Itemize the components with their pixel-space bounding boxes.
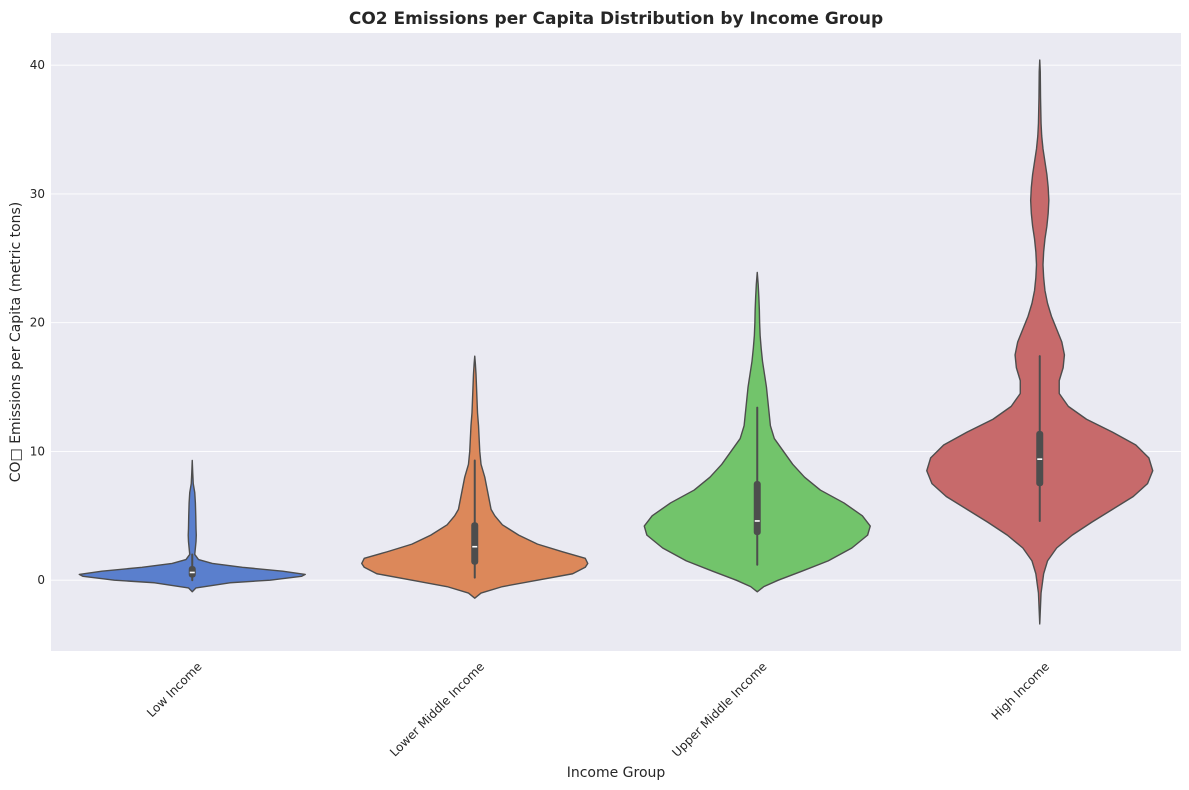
y-tick-label: 40 xyxy=(30,58,45,72)
y-tick-label: 30 xyxy=(30,187,45,201)
violins xyxy=(78,59,1154,625)
y-tick-label: 10 xyxy=(30,444,45,458)
x-axis-label: Income Group xyxy=(567,765,666,781)
x-tick-label: High Income xyxy=(989,659,1052,722)
violin-body xyxy=(926,59,1154,625)
x-tick-label: Low Income xyxy=(144,659,205,720)
violin-body xyxy=(78,459,306,593)
violin-box xyxy=(471,522,479,565)
y-tick-label: 20 xyxy=(30,316,45,330)
chart-title: CO2 Emissions per Capita Distribution by… xyxy=(349,9,883,29)
y-tick-labels: 0 10 20 30 40 xyxy=(30,58,45,587)
y-tick-label: 0 xyxy=(37,573,45,587)
y-axis-label: CO□ Emissions per Capita (metric tons) xyxy=(8,202,24,483)
plot-area xyxy=(51,33,1181,651)
x-tick-labels: Low Income Lower Middle Income Upper Middl… xyxy=(144,659,1052,759)
violin-box xyxy=(753,481,761,536)
x-tick-label: Upper Middle Income xyxy=(669,659,769,759)
x-tick-label: Lower Middle Income xyxy=(387,659,487,759)
